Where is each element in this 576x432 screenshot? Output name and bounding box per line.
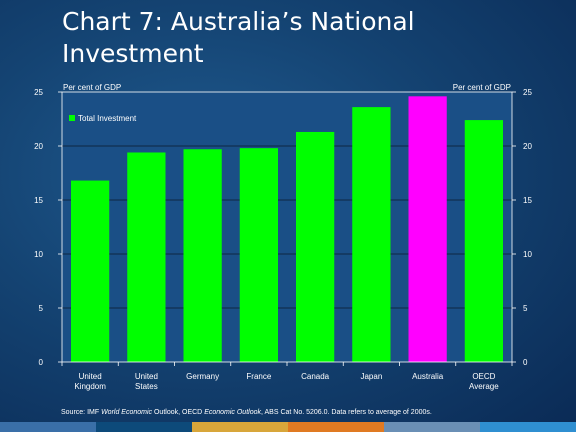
source-note: Source: IMF World Economic Outlook, OECD… xyxy=(61,409,432,416)
bar-germany xyxy=(183,149,222,362)
y-ticks-left: 0 5 10 15 20 25 xyxy=(34,88,62,367)
footer-strip-segment xyxy=(288,422,384,432)
footer-strip-segment xyxy=(384,422,480,432)
category-labels: United Kingdom United States Germany France Ca… xyxy=(61,362,513,391)
category-label: United States xyxy=(135,372,158,391)
footer-strip-segment xyxy=(192,422,288,432)
footer-strip-segment xyxy=(96,422,192,432)
y-unit-left: Per cent of GDP xyxy=(63,83,121,92)
y-tick-label-left: 5 xyxy=(39,304,44,313)
footer-color-strip xyxy=(0,422,576,432)
y-tick-label-left: 0 xyxy=(39,358,44,367)
bar-australia xyxy=(408,96,447,362)
source-mid: Outlook, OECD xyxy=(152,409,205,416)
source-suffix: , ABS Cat No. 5206.0. Data refers to ave… xyxy=(261,409,432,416)
bar-canada xyxy=(296,131,335,362)
y-unit-right: Per cent of GDP xyxy=(453,83,511,92)
slide-title: Chart 7: Australia’s National Investment xyxy=(62,7,415,68)
y-tick-label-left: 20 xyxy=(34,142,43,151)
source-title-2: Economic Outlook xyxy=(204,409,261,416)
bar-japan xyxy=(352,107,391,363)
category-label: Germany xyxy=(186,372,219,381)
category-label: France xyxy=(246,372,271,381)
category-label: Australia xyxy=(412,372,444,381)
footer-strip-segment xyxy=(480,422,576,432)
bar-united-states xyxy=(127,152,166,362)
legend-swatch xyxy=(69,115,75,121)
y-ticks-right: 0 5 10 15 20 25 xyxy=(512,88,532,367)
bar-france xyxy=(239,148,278,362)
category-label: United Kingdom xyxy=(74,372,106,391)
y-tick-label-left: 25 xyxy=(34,88,43,97)
y-tick-label-right: 15 xyxy=(523,196,532,205)
category-label: Canada xyxy=(301,372,330,381)
bars xyxy=(71,96,503,363)
category-label: Japan xyxy=(360,372,382,381)
y-tick-label-right: 20 xyxy=(523,142,532,151)
footer-strip-segment xyxy=(0,422,96,432)
y-tick-label-left: 15 xyxy=(34,196,43,205)
category-label: OECD Average xyxy=(469,372,499,391)
y-tick-label-right: 5 xyxy=(523,304,528,313)
source-prefix: Source: IMF xyxy=(61,409,102,416)
bar-oecd-average xyxy=(464,120,503,362)
y-tick-label-right: 10 xyxy=(523,250,532,259)
bar-united-kingdom xyxy=(71,180,110,362)
source-title-1: World Economic xyxy=(101,409,153,416)
y-tick-label-right: 0 xyxy=(523,358,528,367)
legend-label: Total Investment xyxy=(78,114,137,123)
legend: Total Investment xyxy=(69,114,137,123)
y-tick-label-right: 25 xyxy=(523,88,532,97)
y-tick-label-left: 10 xyxy=(34,250,43,259)
